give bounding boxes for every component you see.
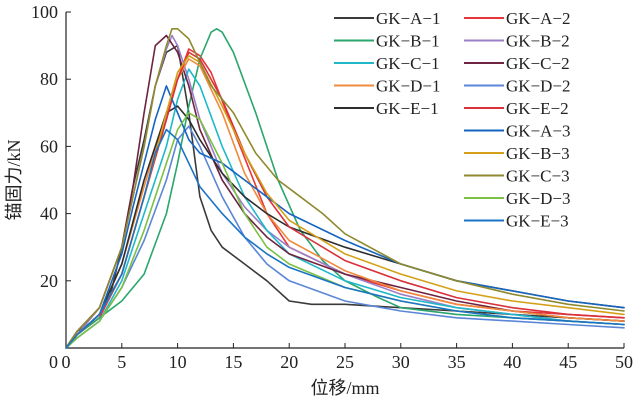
legend-label: GK−C−1 <box>376 54 440 73</box>
legend-label: GK−A−3 <box>506 122 571 141</box>
legend-label: GK−E−2 <box>506 99 569 118</box>
legend-label: GK−B−3 <box>506 144 570 163</box>
legend-label: GK−E−1 <box>376 99 439 118</box>
legend-label: GK−E−3 <box>506 212 569 231</box>
legend-label: GK−A−1 <box>376 9 441 28</box>
x-tick-label: 20 <box>280 352 298 372</box>
chart-svg: 0 5 10 15 20 25 30 35 40 45 50204060801000 GK−A−1 G… <box>0 0 640 402</box>
legend: GK−A−1 GK−A−2 GK−B−1 GK−B−2 GK−C−1 GK−C−2 GK−D… <box>334 9 571 231</box>
x-tick-label: 30 <box>392 352 410 372</box>
x-tick-label: 15 <box>224 352 242 372</box>
legend-label: GK−D−1 <box>376 77 441 96</box>
y-tick-label: 20 <box>40 271 58 291</box>
chart: 0 5 10 15 20 25 30 35 40 45 50 20 40 60 80 100 0 GK−A−1 G… <box>0 0 640 402</box>
legend-label: GK−D−2 <box>506 77 571 96</box>
y-tick-label: 60 <box>40 136 58 156</box>
x-axis-title: 位移/mm <box>310 378 379 398</box>
y-axis-title: 锚固力/kN <box>4 139 24 220</box>
x-tick-label: 40 <box>503 352 521 372</box>
legend-label: GK−B−1 <box>376 32 440 51</box>
y-tick-label: 40 <box>40 204 58 224</box>
y-tick-label: 100 <box>31 2 58 22</box>
x-tick-label: 50 <box>615 352 633 372</box>
x-tick-label: 25 <box>336 352 354 372</box>
y-tick-label: 80 <box>40 69 58 89</box>
legend-label: GK−D−3 <box>506 189 571 208</box>
x-tick-label: 5 <box>117 352 126 372</box>
legend-label: GK−C−2 <box>506 54 570 73</box>
x-tick-label: 45 <box>559 352 577 372</box>
y-tick-label-zero: 0 <box>49 352 58 372</box>
legend-label: GK−A−2 <box>506 9 571 28</box>
legend-label: GK−B−2 <box>506 32 570 51</box>
x-tick-label: 35 <box>448 352 466 372</box>
x-tick-label: 10 <box>169 352 187 372</box>
x-tick-label: 0 <box>62 352 71 372</box>
legend-label: GK−C−3 <box>506 167 570 186</box>
